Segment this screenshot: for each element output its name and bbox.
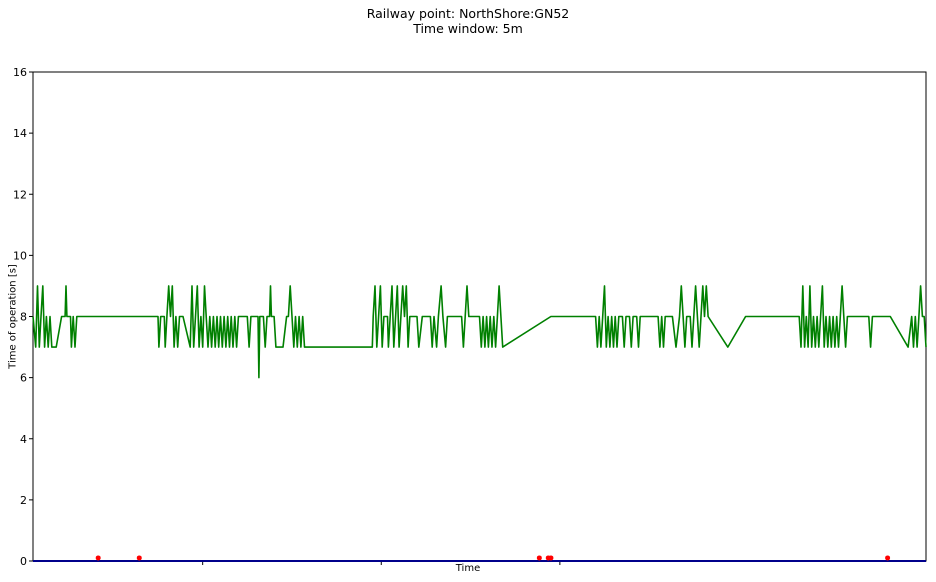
chart-title: Railway point: NorthShore:GN52	[366, 6, 570, 21]
event-marker	[536, 555, 542, 561]
chart-subtitle: Time window: 5m	[413, 21, 523, 36]
y-tick-label: 8	[20, 311, 27, 324]
event-marker	[95, 555, 101, 561]
y-axis-label: Time of operation [s]	[7, 264, 19, 369]
event-marker	[136, 555, 142, 561]
y-tick-label: 10	[13, 249, 27, 262]
event-marker	[885, 555, 891, 561]
y-tick-label: 2	[20, 494, 27, 507]
y-tick-label: 0	[20, 555, 27, 568]
operation-time-series-line	[32, 285, 927, 379]
y-tick-label: 14	[13, 127, 27, 140]
y-tick-label: 6	[20, 372, 27, 385]
event-marker	[548, 555, 554, 561]
x-axis-label: Time	[455, 563, 481, 574]
y-tick-label: 4	[20, 433, 27, 446]
y-tick-label: 16	[13, 66, 27, 79]
y-tick-label: 12	[13, 188, 27, 201]
